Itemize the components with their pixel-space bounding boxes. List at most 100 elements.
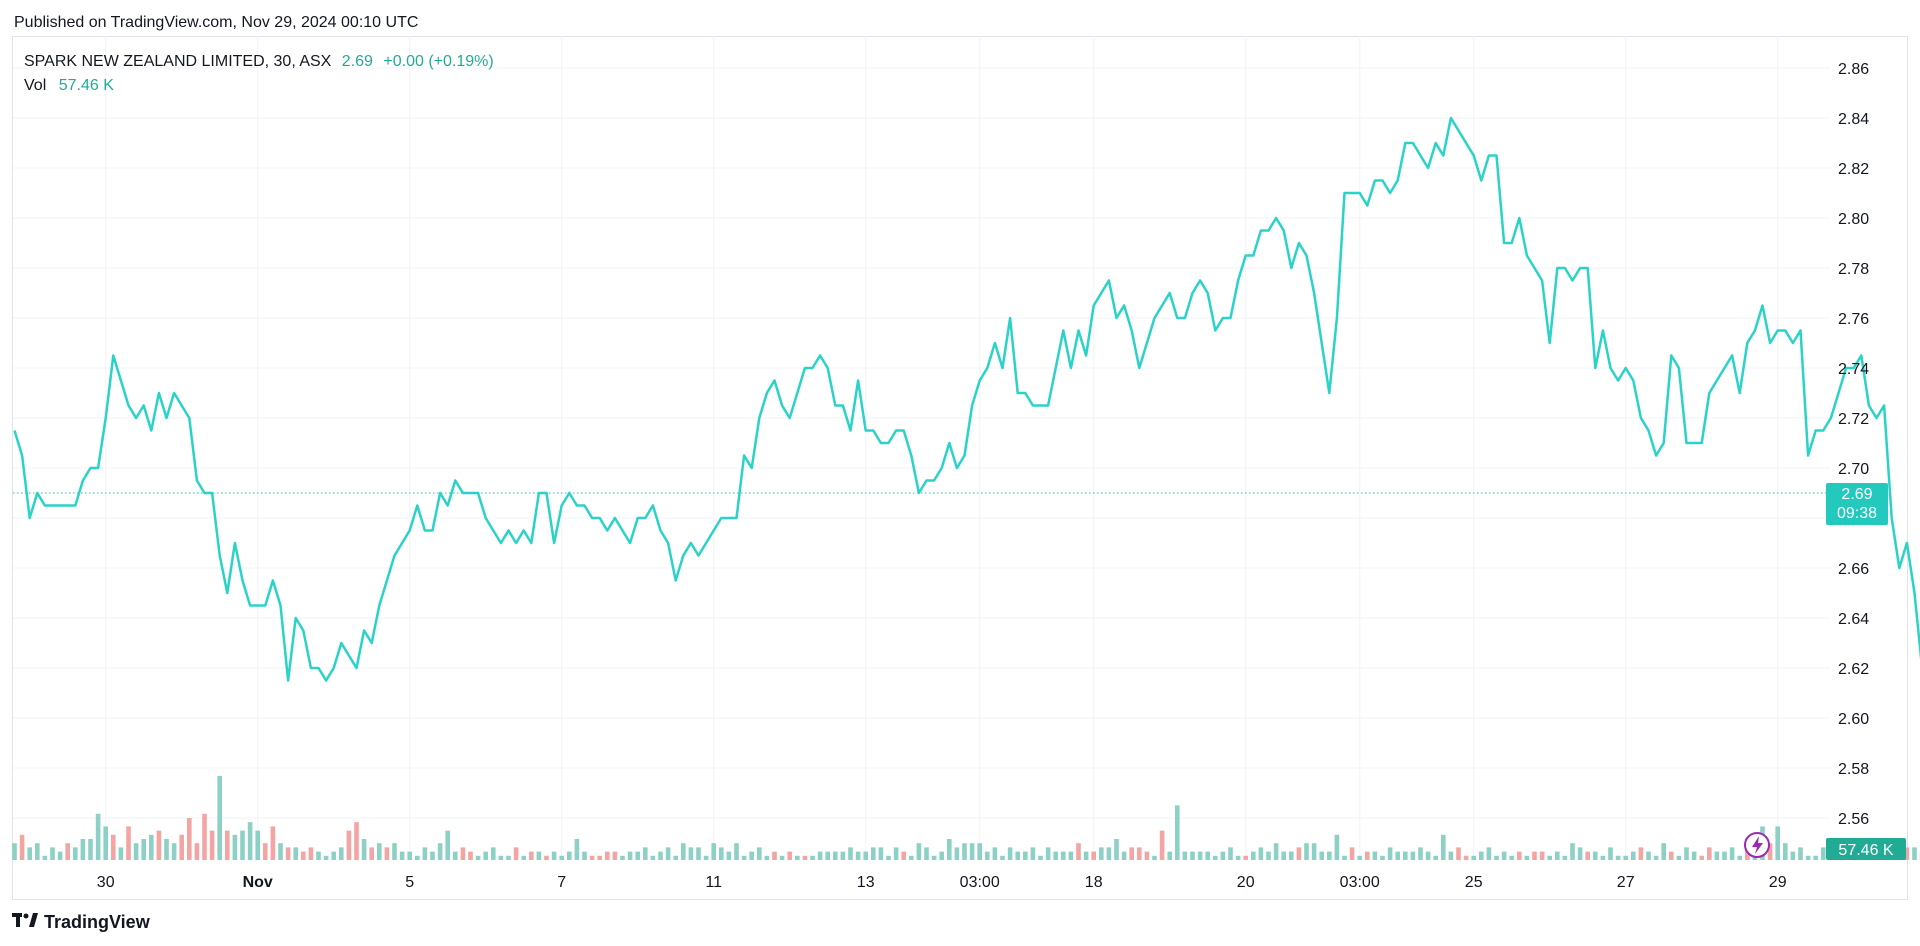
price-tick-label: 2.82 (1838, 161, 1869, 178)
price-axis: 2.562.582.602.622.642.662.682.702.722.74… (1838, 61, 1869, 828)
volume-bars (12, 776, 1920, 860)
volume-bar (1547, 855, 1552, 860)
volume-bar (88, 839, 93, 860)
volume-label: Vol (24, 77, 47, 94)
volume-bar (764, 855, 770, 860)
volume-bar (1190, 851, 1195, 860)
volume-bar (1608, 847, 1613, 860)
volume-bar (354, 822, 359, 860)
volume-bar (498, 855, 504, 860)
volume-bar (1159, 830, 1165, 860)
volume-bar (1486, 847, 1492, 860)
volume-bar (1577, 847, 1583, 860)
volume-bar (1387, 847, 1393, 860)
volume-bar (954, 847, 960, 860)
volume-bar (445, 830, 450, 860)
countdown-label: 09:38 (1837, 505, 1877, 522)
volume-bar (1463, 855, 1469, 860)
volume-bar (1798, 847, 1803, 860)
volume-bar (399, 851, 405, 860)
volume-bar (483, 851, 488, 860)
volume-bar (650, 855, 656, 860)
volume-bar (605, 851, 610, 860)
volume-bar (673, 855, 678, 860)
volume-bar (430, 851, 435, 860)
volume-bar (1228, 847, 1233, 860)
volume-bar (263, 843, 268, 860)
volume-bar (529, 851, 534, 860)
volume-bar (1083, 851, 1089, 860)
volume-bar (149, 834, 154, 860)
tradingview-logo[interactable]: TradingView (12, 912, 150, 933)
volume-bar (1775, 826, 1780, 860)
volume-bar (1251, 851, 1256, 860)
volume-bar (909, 855, 914, 860)
volume-bar (369, 847, 374, 860)
volume-bar (855, 851, 861, 860)
volume-bar (1441, 834, 1446, 860)
lightning-icon[interactable] (1744, 832, 1770, 858)
volume-bar (551, 851, 557, 860)
volume-bar (1296, 847, 1302, 860)
volume-bar (1045, 847, 1051, 860)
price-change: +0.00 (+0.19%) (383, 53, 494, 70)
volume-bar (969, 843, 975, 860)
volume-bar (1197, 851, 1203, 860)
volume-bar (779, 855, 785, 860)
volume-bar (361, 839, 367, 860)
volume-bar (597, 855, 602, 860)
volume-bar (1691, 851, 1697, 860)
volume-bar (939, 851, 944, 860)
volume-bar (1030, 847, 1036, 860)
symbol-title: SPARK NEW ZEALAND LIMITED, 30, ASX (24, 53, 332, 70)
volume-bar (225, 830, 230, 860)
volume-bar (1372, 851, 1378, 860)
volume-bar (886, 855, 891, 860)
volume-bar (1821, 847, 1826, 860)
volume-bar (126, 826, 131, 860)
volume-bar (589, 855, 595, 860)
volume-bar (544, 855, 549, 860)
volume-bar (878, 847, 884, 860)
volume-bar (1235, 855, 1241, 860)
volume-bar (35, 843, 40, 860)
volume-bar (1418, 847, 1423, 860)
volume-bar (240, 830, 245, 860)
volume-bar (118, 847, 124, 860)
volume-bar (582, 851, 587, 860)
volume-bar (1395, 851, 1400, 860)
volume-bar (931, 855, 937, 860)
last-price-badge: 2.69 09:38 57.46 K (1744, 483, 1906, 860)
time-tick-label: 7 (557, 874, 566, 891)
volume-bar (12, 843, 17, 860)
volume-bar (620, 855, 625, 860)
time-tick-label: 29 (1769, 874, 1787, 891)
volume-bar (1448, 851, 1454, 860)
volume-bar (1167, 851, 1172, 860)
volume-bar (1327, 851, 1332, 860)
volume-bar (848, 847, 853, 860)
volume-bar (133, 843, 139, 860)
price-tick-label: 2.62 (1838, 661, 1869, 678)
volume-bar (187, 818, 192, 860)
volume-bar (1403, 851, 1408, 860)
volume-bar (1175, 805, 1180, 860)
volume-bar (1517, 851, 1522, 860)
volume-bar (658, 851, 663, 860)
volume-bar (111, 834, 116, 860)
time-tick-label: 18 (1085, 874, 1103, 891)
volume-bar (719, 847, 724, 860)
volume-bar (1524, 855, 1530, 860)
volume-bar (202, 813, 207, 860)
volume-bar (901, 851, 906, 860)
volume-bar (1600, 855, 1606, 860)
volume-bar (1539, 851, 1545, 860)
volume-bar (1220, 851, 1226, 860)
volume-bar (475, 855, 481, 860)
volume-bar (339, 847, 344, 860)
volume-bar (1631, 851, 1636, 860)
volume-bar (1532, 851, 1537, 860)
volume-bar (635, 851, 640, 860)
volume-bar (1805, 855, 1811, 860)
